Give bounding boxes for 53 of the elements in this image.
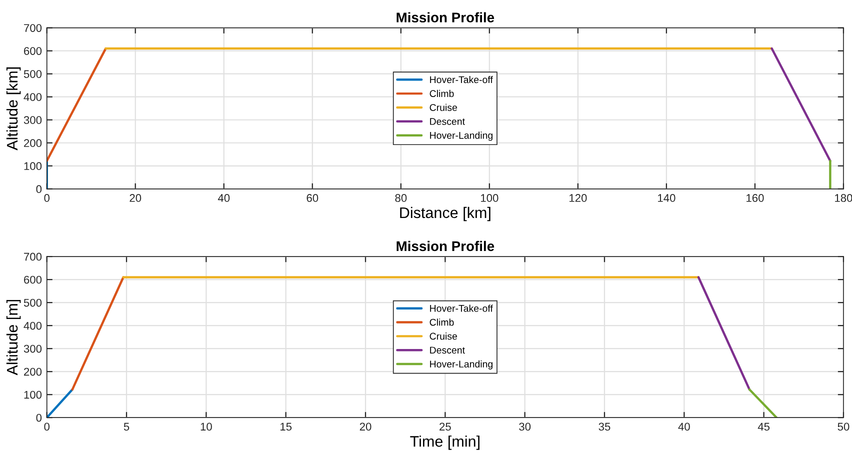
x-tick-label: 50 <box>838 422 850 431</box>
x-tick-label: 25 <box>440 422 451 431</box>
y-tick-label: 300 <box>24 116 42 124</box>
y-tick-label: 500 <box>24 298 42 307</box>
legend-label: Descent <box>430 346 465 354</box>
x-tick-label: 20 <box>360 422 372 431</box>
legend-label: Cruise <box>430 332 457 340</box>
x-tick-label: 35 <box>598 422 610 431</box>
y-tick-label: 400 <box>24 93 42 101</box>
y-tick-label: 400 <box>24 322 42 330</box>
legend-label: Descent <box>430 118 465 125</box>
legend-label: Climb <box>430 90 454 98</box>
x-tick-label: 0 <box>44 194 50 202</box>
y-tick-label: 300 <box>24 344 42 353</box>
y-tick-label: 0 <box>36 414 42 422</box>
x-tick-label: 160 <box>746 194 764 202</box>
y-tick-label: 700 <box>24 252 42 261</box>
y-tick-label: 100 <box>24 162 42 170</box>
x-tick-label: 40 <box>678 422 690 431</box>
chart-title: Mission Profile <box>396 240 494 252</box>
x-tick-label: 80 <box>395 194 407 202</box>
legend-label: Hover-Landing <box>430 132 492 141</box>
y-tick-label: 0 <box>36 185 42 194</box>
x-tick-label: 5 <box>124 422 130 431</box>
y-tick-label: 600 <box>24 47 42 55</box>
x-tick-label: 100 <box>481 194 498 202</box>
chart-title: Mission Profile <box>396 12 494 22</box>
x-tick-label: 120 <box>570 194 587 202</box>
x-tick-label: 45 <box>758 422 770 431</box>
y-tick-label: 600 <box>24 276 42 284</box>
y-tick-label: 500 <box>24 70 42 78</box>
x-tick-label: 15 <box>280 422 292 431</box>
y-tick-label: 200 <box>24 139 42 148</box>
legend-label: Climb <box>430 318 454 326</box>
y-tick-label: 100 <box>24 390 42 399</box>
y-tick-label: 700 <box>24 24 42 32</box>
x-tick-label: 30 <box>519 422 531 431</box>
x-tick-label: 180 <box>835 194 852 202</box>
x-tick-label: 10 <box>200 422 212 431</box>
x-tick-label: 0 <box>44 422 50 431</box>
x-tick-label: 60 <box>306 194 318 202</box>
x-axis-title: Distance [km] <box>400 206 490 222</box>
legend-label: Hover-Landing <box>430 360 492 370</box>
y-axis-title: Altitude [m] <box>6 300 21 376</box>
x-axis-title: Time [min] <box>410 436 480 450</box>
legend-label: Hover-Take-off <box>430 76 493 84</box>
y-tick-label: 200 <box>24 368 42 376</box>
y-axis-title: Altitude [km] <box>6 67 21 150</box>
legend-label: Cruise <box>430 104 457 111</box>
x-tick-label: 140 <box>658 194 676 202</box>
legend-label: Hover-Take-off <box>430 304 493 312</box>
x-tick-label: 20 <box>130 194 142 202</box>
x-tick-label: 40 <box>218 194 230 202</box>
